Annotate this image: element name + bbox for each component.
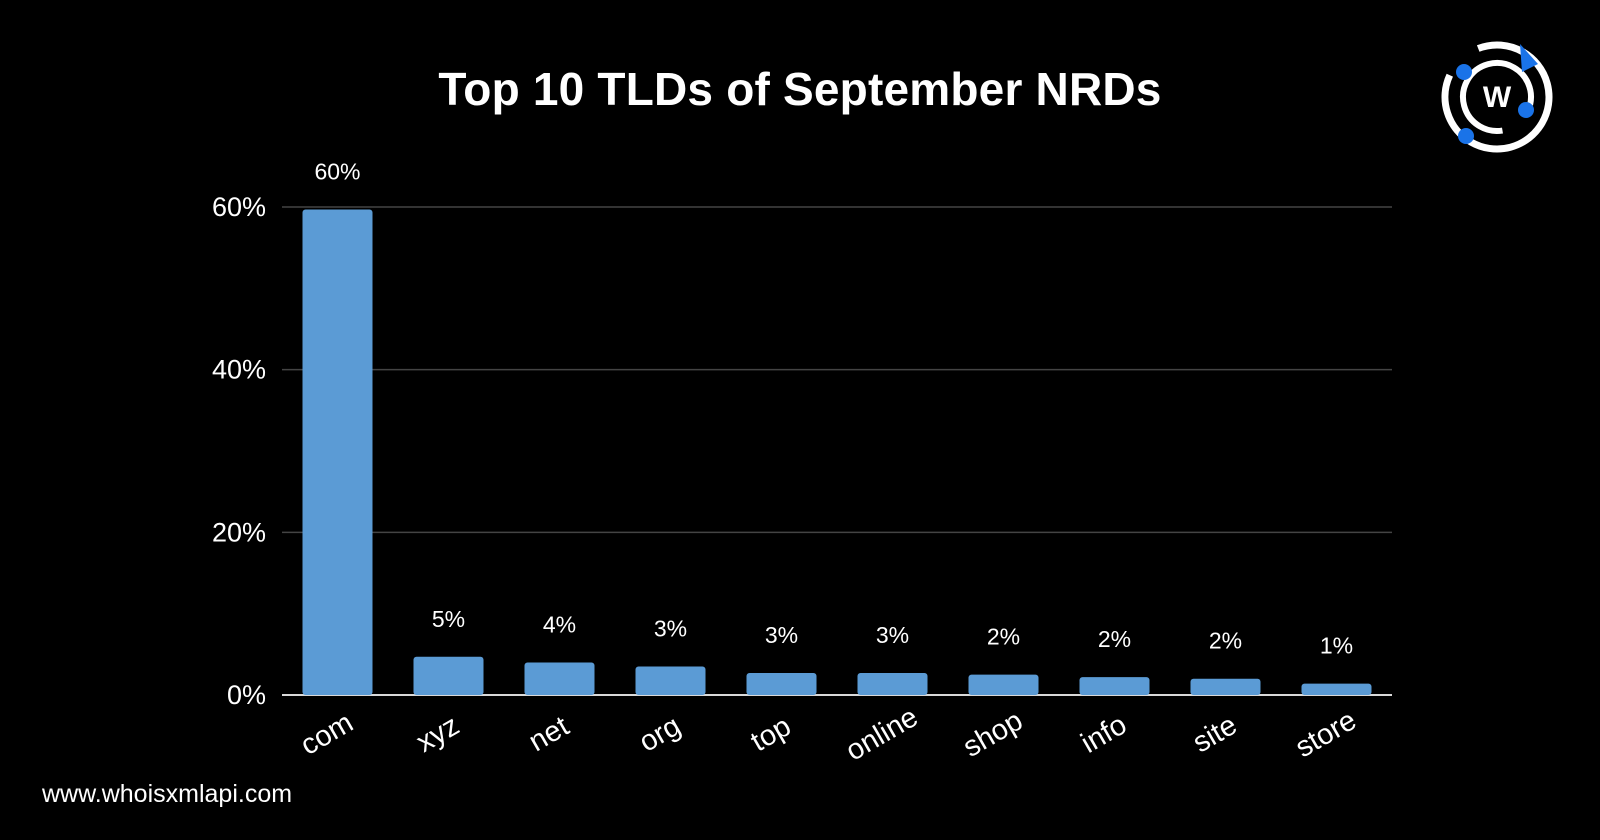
footer-url: www.whoisxmlapi.com — [42, 780, 293, 808]
bar-info — [1079, 677, 1150, 695]
data-label-xyz: 5% — [432, 606, 465, 632]
x-tick-label-site: site — [1187, 709, 1242, 759]
bar-com — [302, 209, 373, 695]
y-tick-label: 60% — [212, 192, 266, 222]
x-tick-label-online: online — [840, 701, 923, 767]
logo-letter: W — [1483, 81, 1512, 114]
x-tick-label-top: top — [746, 710, 797, 758]
x-tick-label-store: store — [1290, 704, 1362, 764]
y-tick-label: 40% — [212, 355, 266, 385]
y-axis-ticks: 0% 20% 40% 60% — [212, 192, 266, 710]
data-label-store: 1% — [1320, 633, 1353, 659]
data-label-com: 60% — [314, 158, 360, 184]
x-tick-label-shop: shop — [958, 705, 1028, 764]
bar-shop — [968, 674, 1039, 695]
y-tick-label: 0% — [227, 680, 266, 710]
bar-xyz — [413, 656, 484, 695]
bar-top — [746, 673, 817, 695]
logo-icon: W — [1441, 41, 1553, 153]
x-tick-label-xyz: xyz — [411, 709, 465, 758]
bars — [302, 209, 1372, 695]
data-label-shop: 2% — [987, 624, 1020, 650]
data-label-online: 3% — [876, 622, 909, 648]
data-label-top: 3% — [765, 622, 798, 648]
bar-store — [1301, 683, 1372, 695]
data-labels: 60% 5% 4% 3% 3% 3% 2% 2% 2% 1% — [314, 158, 1353, 658]
brand-logo: W — [1438, 38, 1556, 156]
bar-online — [857, 673, 928, 695]
x-tick-label-org: org — [634, 710, 686, 759]
bar-site — [1190, 678, 1261, 695]
data-label-info: 2% — [1098, 626, 1131, 652]
y-tick-label: 20% — [212, 517, 266, 547]
x-tick-label-net: net — [524, 710, 575, 758]
data-label-net: 4% — [543, 611, 576, 637]
data-label-org: 3% — [654, 616, 687, 642]
x-tick-label-info: info — [1076, 709, 1133, 760]
bar-org — [635, 666, 706, 695]
x-tick-label-com: com — [295, 707, 358, 762]
x-axis-ticks: com xyz net org top online shop info site store — [295, 701, 1362, 767]
chart-title: Top 10 TLDs of September NRDs — [438, 63, 1162, 115]
bar-net — [524, 662, 595, 695]
data-label-site: 2% — [1209, 628, 1242, 654]
